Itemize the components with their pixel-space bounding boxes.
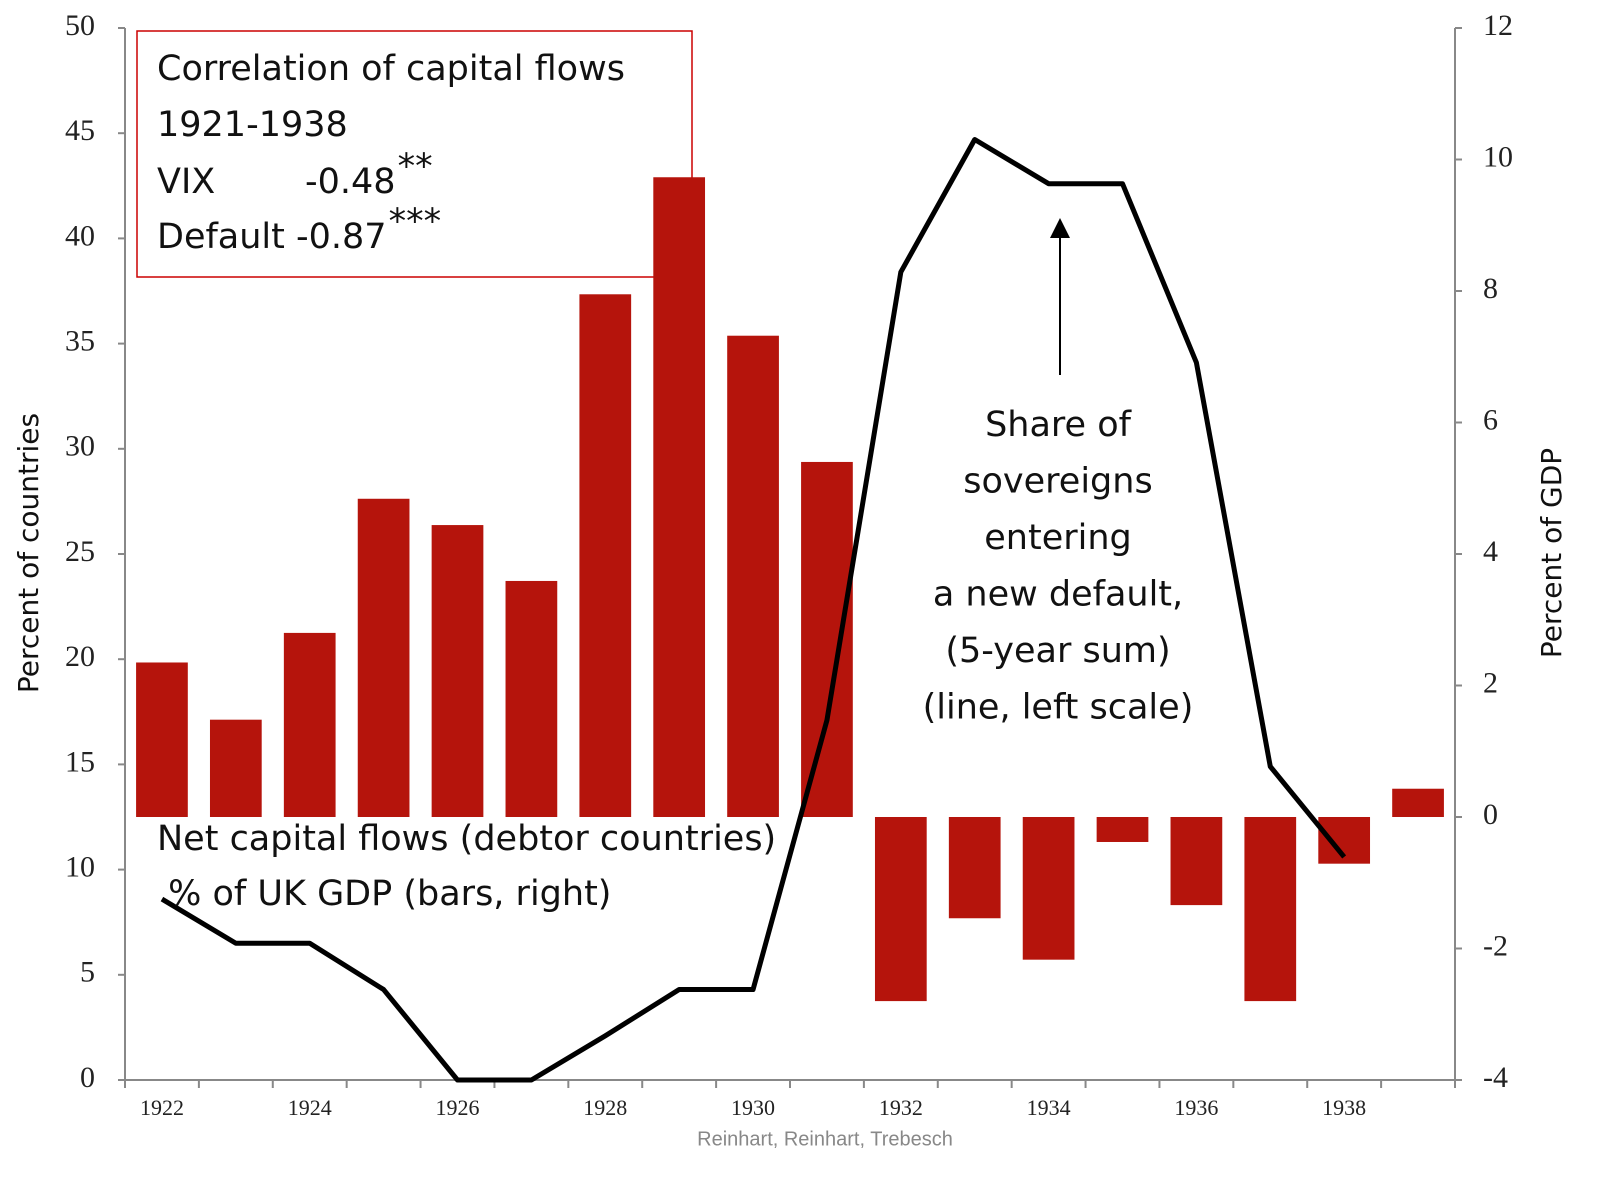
x-tick-label: 1926: [436, 1095, 480, 1120]
y2-tick-label: 8: [1483, 272, 1498, 305]
y2-axis-label: Percent of GDP: [1535, 448, 1568, 658]
box-vix-label: VIX: [157, 162, 215, 202]
x-tick-label: 1938: [1322, 1095, 1366, 1120]
bar: [209, 719, 262, 817]
bar: [283, 632, 336, 817]
bar-note: Net capital flows (debtor countries): [157, 819, 776, 859]
box-line: 1921-1938: [157, 105, 348, 145]
y-tick-label: 20: [65, 640, 95, 673]
y2-tick-label: 6: [1483, 403, 1498, 436]
annotation-box: [136, 30, 693, 278]
y-axis-label: Percent of countries: [12, 413, 45, 693]
bar: [357, 498, 410, 817]
y2-tick-label: 12: [1483, 9, 1513, 42]
bar: [653, 177, 706, 817]
y-tick-label: 45: [65, 114, 95, 147]
bar: [1096, 817, 1149, 842]
bar: [727, 335, 779, 817]
box-vix-value: -0.48: [305, 162, 396, 202]
x-tick-label: 1932: [879, 1095, 923, 1120]
line-note: (5-year sum): [945, 631, 1170, 671]
bar: [1392, 788, 1444, 817]
line-note: sovereigns: [963, 462, 1152, 502]
y2-tick-label: -2: [1483, 929, 1508, 962]
x-tick-label: 1922: [140, 1095, 184, 1120]
x-tick-label: 1936: [1174, 1095, 1218, 1120]
y2-tick-label: -4: [1483, 1061, 1508, 1094]
box-default: Default -0.87: [157, 217, 387, 257]
y-tick-label: 5: [80, 956, 95, 989]
source: Reinhart, Reinhart, Trebesch: [697, 1128, 953, 1150]
y-tick-label: 50: [65, 9, 95, 42]
bar: [1244, 817, 1297, 1002]
bar: [874, 817, 927, 1002]
x-tick-label: 1934: [1027, 1095, 1071, 1120]
bar: [431, 525, 484, 817]
y-tick-label: 15: [65, 745, 95, 778]
y-tick-label: 25: [65, 535, 95, 568]
y2-tick-label: 0: [1483, 798, 1498, 831]
y-tick-label: 35: [65, 324, 95, 357]
box-line: Correlation of capital flows: [157, 49, 625, 89]
bar-note: % of UK GDP (bars, right): [157, 874, 611, 914]
y-tick-label: 40: [65, 219, 95, 252]
bar: [948, 817, 1001, 919]
y2-tick-label: 4: [1483, 535, 1498, 568]
x-tick-label: 1924: [288, 1095, 332, 1120]
box-default-stars: ***: [389, 202, 442, 242]
box-vix-stars: **: [398, 147, 433, 187]
bar: [1022, 817, 1075, 960]
y-tick-label: 30: [65, 430, 95, 463]
line: [160, 137, 1347, 1083]
x-tick-label: 1930: [731, 1095, 775, 1120]
bar: [801, 461, 853, 817]
bar: [136, 662, 188, 817]
line-note: entering: [984, 518, 1132, 558]
y-tick-label: 10: [65, 850, 95, 883]
y-tick-label: 0: [80, 1061, 95, 1094]
line-note: Share of: [985, 405, 1132, 445]
y2-tick-label: 10: [1483, 140, 1513, 173]
x-tick-label: 1928: [583, 1095, 627, 1120]
bar: [505, 580, 558, 817]
y2-tick-label: 2: [1483, 666, 1498, 699]
line-note: a new default,: [933, 575, 1183, 615]
line-note: (line, left scale): [923, 688, 1194, 728]
bar: [1170, 817, 1223, 906]
bar: [579, 294, 632, 818]
